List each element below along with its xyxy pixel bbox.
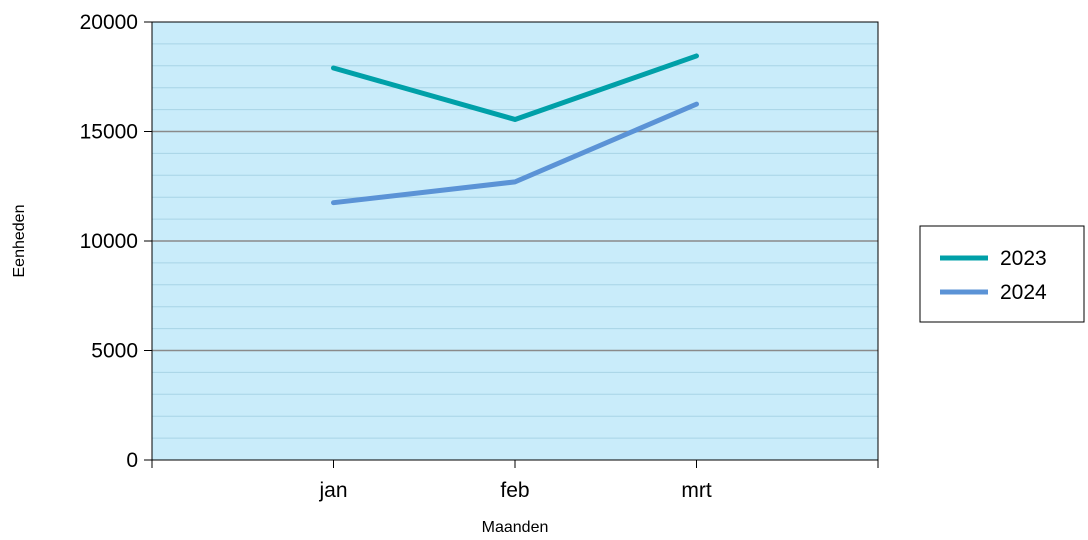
- x-axis: jan feb mrt: [151, 460, 879, 502]
- y-tick-label: 0: [126, 449, 138, 472]
- series-lines: [331, 53, 699, 206]
- y-tick-label: 15000: [80, 121, 138, 144]
- x-tick-label: jan: [318, 479, 347, 502]
- legend-label-2024: 2024: [1000, 281, 1047, 304]
- x-tick-label: mrt: [681, 479, 711, 502]
- legend-box: [919, 225, 1085, 323]
- y-tick-label: 10000: [80, 230, 138, 253]
- series-line-2024: [331, 101, 699, 206]
- major-gridlines: [152, 130, 878, 352]
- y-axis: 0 5000 10000 15000 20000: [80, 11, 152, 472]
- y-tick-label: 20000: [80, 11, 138, 34]
- y-axis-title: Eenheden: [11, 205, 28, 278]
- x-tick-label: feb: [500, 479, 529, 502]
- legend-label-2023: 2023: [1000, 247, 1047, 270]
- legend: 2023 2024: [919, 225, 1085, 323]
- x-axis-title: Maanden: [482, 519, 549, 536]
- series-line-2023: [331, 53, 699, 122]
- y-tick-label: 5000: [91, 340, 138, 363]
